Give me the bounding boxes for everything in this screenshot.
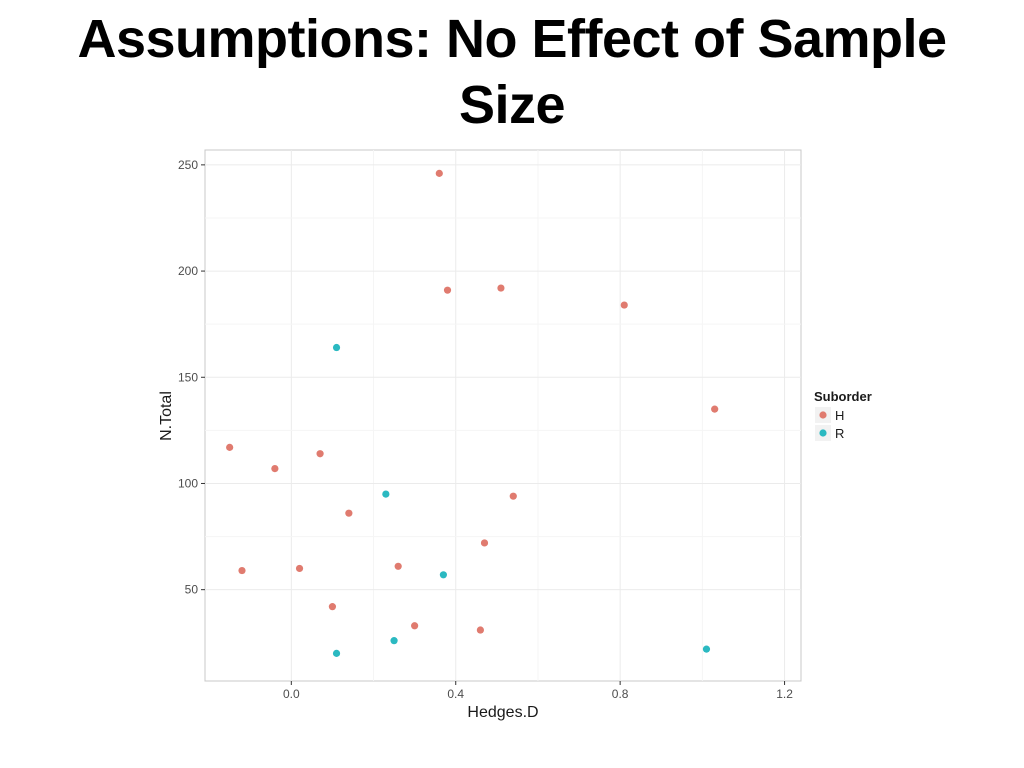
slide-title-line-2: Size bbox=[458, 75, 566, 135]
data-points bbox=[226, 169, 719, 657]
legend-key-H bbox=[819, 411, 827, 419]
data-point-H bbox=[316, 450, 324, 458]
data-point-R bbox=[332, 343, 341, 352]
data-point-H bbox=[497, 284, 505, 292]
data-point-R bbox=[439, 571, 447, 579]
data-point-H bbox=[295, 564, 304, 573]
data-point-H bbox=[271, 465, 279, 473]
data-point-H bbox=[226, 443, 234, 451]
data-point-R bbox=[382, 490, 390, 498]
legend-label-H: H bbox=[835, 408, 844, 423]
y-axis-title: N.Total bbox=[158, 391, 175, 441]
y-tick-label: 100 bbox=[178, 476, 198, 490]
data-point-H bbox=[480, 539, 489, 547]
plot-panel bbox=[204, 149, 802, 682]
data-point-H bbox=[435, 169, 443, 177]
x-axis-title: Hedges.D bbox=[467, 704, 538, 721]
slide-title-line-1: Assumptions: No Effect of Sample bbox=[77, 9, 947, 69]
x-tick-label: 0.8 bbox=[612, 687, 629, 701]
y-tick-label: 150 bbox=[178, 370, 198, 384]
data-point-H bbox=[345, 509, 353, 517]
data-point-R bbox=[390, 637, 398, 645]
axes: 0.0 0.4 0.8 1.2 50 100 150 200 250 bbox=[178, 158, 793, 701]
legend-key-R bbox=[819, 429, 827, 437]
y-tick-label: 250 bbox=[178, 158, 198, 172]
data-point-H bbox=[411, 622, 419, 630]
data-point-H bbox=[620, 301, 628, 309]
data-point-H bbox=[509, 492, 517, 500]
x-tick-label: 0.0 bbox=[283, 687, 300, 701]
data-point-R bbox=[332, 649, 341, 657]
y-tick-label: 50 bbox=[185, 583, 199, 597]
data-point-H bbox=[238, 566, 246, 575]
data-point-R bbox=[702, 645, 711, 653]
slide-title: Assumptions: No Effect of Sample Size bbox=[0, 6, 1024, 138]
data-point-H bbox=[476, 626, 484, 634]
x-tick-label: 0.4 bbox=[447, 687, 464, 701]
data-point-H bbox=[711, 405, 719, 413]
legend-title: Suborder bbox=[814, 389, 872, 404]
y-tick-label: 200 bbox=[178, 264, 198, 278]
grid-lines bbox=[205, 150, 801, 681]
data-point-H bbox=[394, 562, 402, 570]
legend-label-R: R bbox=[835, 426, 844, 441]
legend: Suborder HR bbox=[814, 389, 872, 441]
data-point-H bbox=[328, 603, 337, 611]
data-point-H bbox=[443, 286, 452, 294]
x-tick-label: 1.2 bbox=[776, 687, 793, 701]
